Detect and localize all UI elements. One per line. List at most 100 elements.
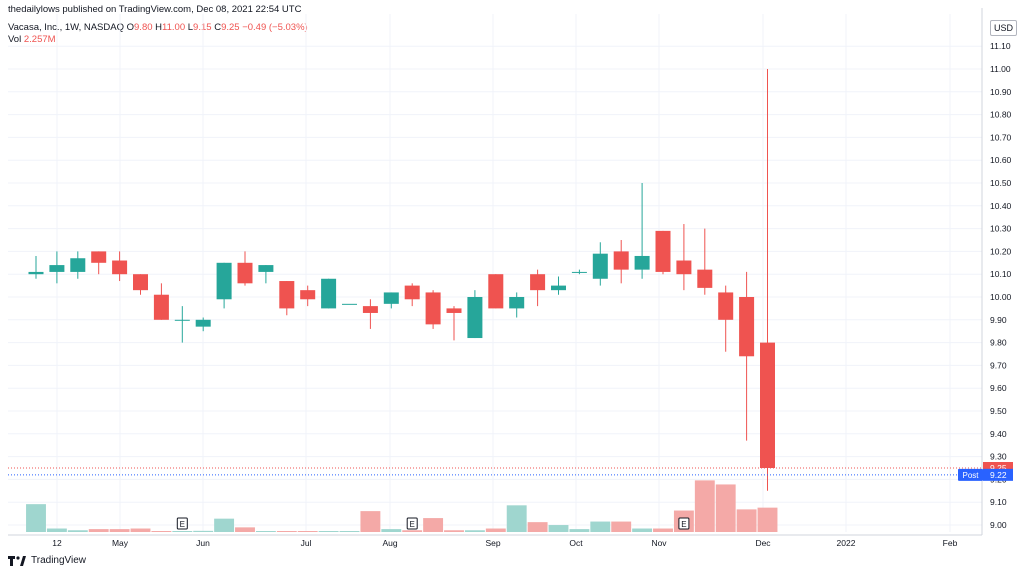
candle-body (70, 258, 86, 272)
candle-body (237, 262, 253, 284)
symbol-name: Vacasa, Inc., 1W, NASDAQ (8, 22, 124, 33)
x-tick-label: Feb (943, 538, 958, 548)
post-price-tag (983, 468, 1013, 481)
volume-bar (255, 531, 276, 532)
y-tick-label: 10.70 (990, 132, 1012, 142)
volume-bar (590, 521, 611, 532)
volume-bar (611, 521, 632, 532)
volume-bar (715, 484, 736, 532)
candle-body (697, 269, 713, 288)
volume-bar (46, 528, 67, 532)
x-tick-label: Dec (755, 538, 771, 548)
x-tick-label: Sep (485, 538, 500, 548)
volume-bar (360, 511, 381, 532)
y-tick-label: 10.00 (990, 292, 1012, 302)
candle-body (279, 281, 295, 309)
y-tick-label: 9.60 (990, 383, 1007, 393)
candle-body (592, 253, 608, 279)
candle-body (739, 297, 755, 357)
candle-body (655, 230, 671, 272)
volume-bar (26, 504, 46, 532)
candle-body (488, 274, 504, 309)
earnings-marker (176, 517, 188, 530)
volume-legend: Vol 2.257M (8, 34, 56, 45)
y-tick-label: 9.40 (990, 429, 1007, 439)
earnings-marker-label: E (681, 520, 686, 529)
volume-bar (694, 480, 715, 532)
earnings-marker (406, 517, 418, 530)
close-label: C (214, 22, 222, 33)
y-tick-label: 9.50 (990, 406, 1007, 416)
y-tick-label: 10.60 (990, 155, 1012, 165)
y-tick-label: 10.40 (990, 201, 1012, 211)
volume-bar (151, 531, 172, 532)
y-tick-label: 9.00 (990, 520, 1007, 530)
x-tick-label: Jul (301, 538, 312, 548)
tradingview-logo-icon (8, 555, 26, 566)
y-tick-label: 10.80 (990, 110, 1012, 120)
y-tick-label: 11.00 (990, 64, 1011, 74)
y-tick-label: 9.80 (990, 338, 1007, 348)
high-value: 11.00 (162, 22, 186, 33)
candle-body (467, 297, 483, 339)
y-tick-label: 9.90 (990, 315, 1007, 325)
low-label: L (187, 22, 194, 33)
x-tick-label: Nov (651, 538, 667, 548)
earnings-marker-label: E (180, 520, 185, 529)
y-tick-label: 10.30 (990, 224, 1012, 234)
candle-body (321, 278, 337, 309)
volume-bar (506, 505, 527, 532)
candle-body (613, 251, 629, 270)
candle-body (634, 255, 650, 270)
x-tick-label: May (112, 538, 129, 548)
last-price-label: 9.25 (990, 463, 1007, 473)
volume-bar (381, 529, 402, 532)
candle-body (530, 274, 546, 291)
candle-body (216, 262, 232, 300)
volume-bar (193, 530, 214, 532)
candle-body (300, 290, 316, 300)
volume-bar (130, 528, 151, 532)
volume-bar (653, 528, 673, 532)
change-value: −0.49 (−5.03%) (242, 22, 308, 33)
high-label: H (155, 22, 163, 33)
x-tick-label: Jun (196, 538, 210, 548)
y-tick-label: 11.10 (990, 41, 1011, 51)
volume-bar (464, 530, 485, 532)
volume-value: 2.257M (23, 34, 56, 45)
candle-body (509, 297, 525, 309)
candle-body (258, 265, 274, 272)
volume-bar (548, 525, 569, 532)
post-tag-label: Post (962, 471, 979, 480)
candle-body (49, 265, 65, 272)
volume-bar (423, 518, 444, 532)
candle-body (112, 260, 128, 275)
volume-bar (67, 530, 88, 532)
candle-body (676, 260, 692, 275)
candle-body (571, 271, 587, 273)
volume-bar (109, 529, 130, 532)
candle-body (446, 308, 462, 313)
x-tick-label: Oct (569, 538, 583, 548)
volume-bar (214, 518, 235, 532)
y-tick-label: 9.10 (990, 497, 1007, 507)
candle-body (425, 292, 441, 325)
candle-body (362, 306, 378, 313)
post-tag (958, 468, 983, 481)
candle-body (760, 342, 775, 468)
candle-body (404, 285, 420, 300)
brand-name: TradingView (31, 555, 87, 566)
currency-button[interactable]: USD (990, 20, 1018, 36)
y-tick-label: 10.20 (990, 246, 1012, 256)
volume-bar (402, 530, 423, 532)
x-tick-label: Aug (382, 538, 397, 548)
y-tick-label: 9.30 (990, 452, 1007, 462)
volume-bar (88, 529, 109, 532)
symbol-legend: Vacasa, Inc., 1W, NASDAQ O9.80 H11.00 L9… (8, 22, 308, 33)
volume-bar (569, 529, 590, 532)
x-tick-label: 12 (52, 538, 62, 548)
volume-bar (172, 531, 193, 532)
volume-bar (235, 527, 255, 532)
volume-bar (276, 531, 297, 532)
